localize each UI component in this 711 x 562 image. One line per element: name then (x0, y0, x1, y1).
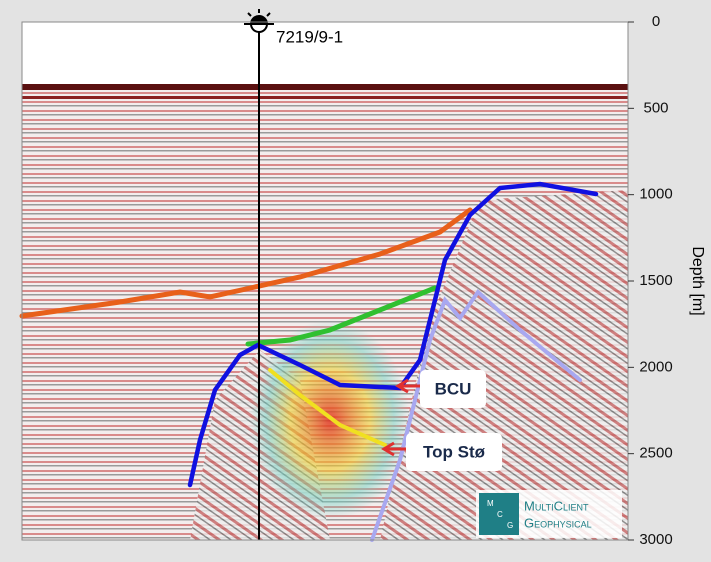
logo-letter: C (497, 510, 503, 519)
logo-text: Geophysical (524, 515, 592, 530)
logo: M C G MultiClient Geophysical (476, 490, 622, 538)
tick-label: 2000 (639, 358, 672, 375)
axis-title: Depth [m] (689, 246, 706, 315)
logo-letter: M (487, 499, 494, 508)
tick-label: 1000 (639, 186, 672, 203)
annotation-label: Top Stø (423, 442, 486, 461)
logo-letter: G (507, 521, 513, 530)
depth-axis: Depth [m] 0 500 1000 1500 2000 2500 3000 (628, 13, 706, 548)
tick-label: 500 (643, 99, 668, 116)
horizons (19, 181, 599, 542)
tick-label: 1500 (639, 272, 672, 289)
well-name: 7219/9-1 (276, 27, 343, 46)
tick-label: 0 (652, 13, 660, 30)
annotation-label: BCU (435, 379, 472, 398)
tick-label: 3000 (639, 531, 672, 548)
annotation-bcu: BCU (395, 370, 486, 408)
annotation-top-sto: Top Stø (381, 433, 502, 471)
tick-label: 2500 (639, 445, 672, 462)
logo-text: MultiClient (524, 498, 589, 513)
seismic-section (22, 22, 628, 540)
